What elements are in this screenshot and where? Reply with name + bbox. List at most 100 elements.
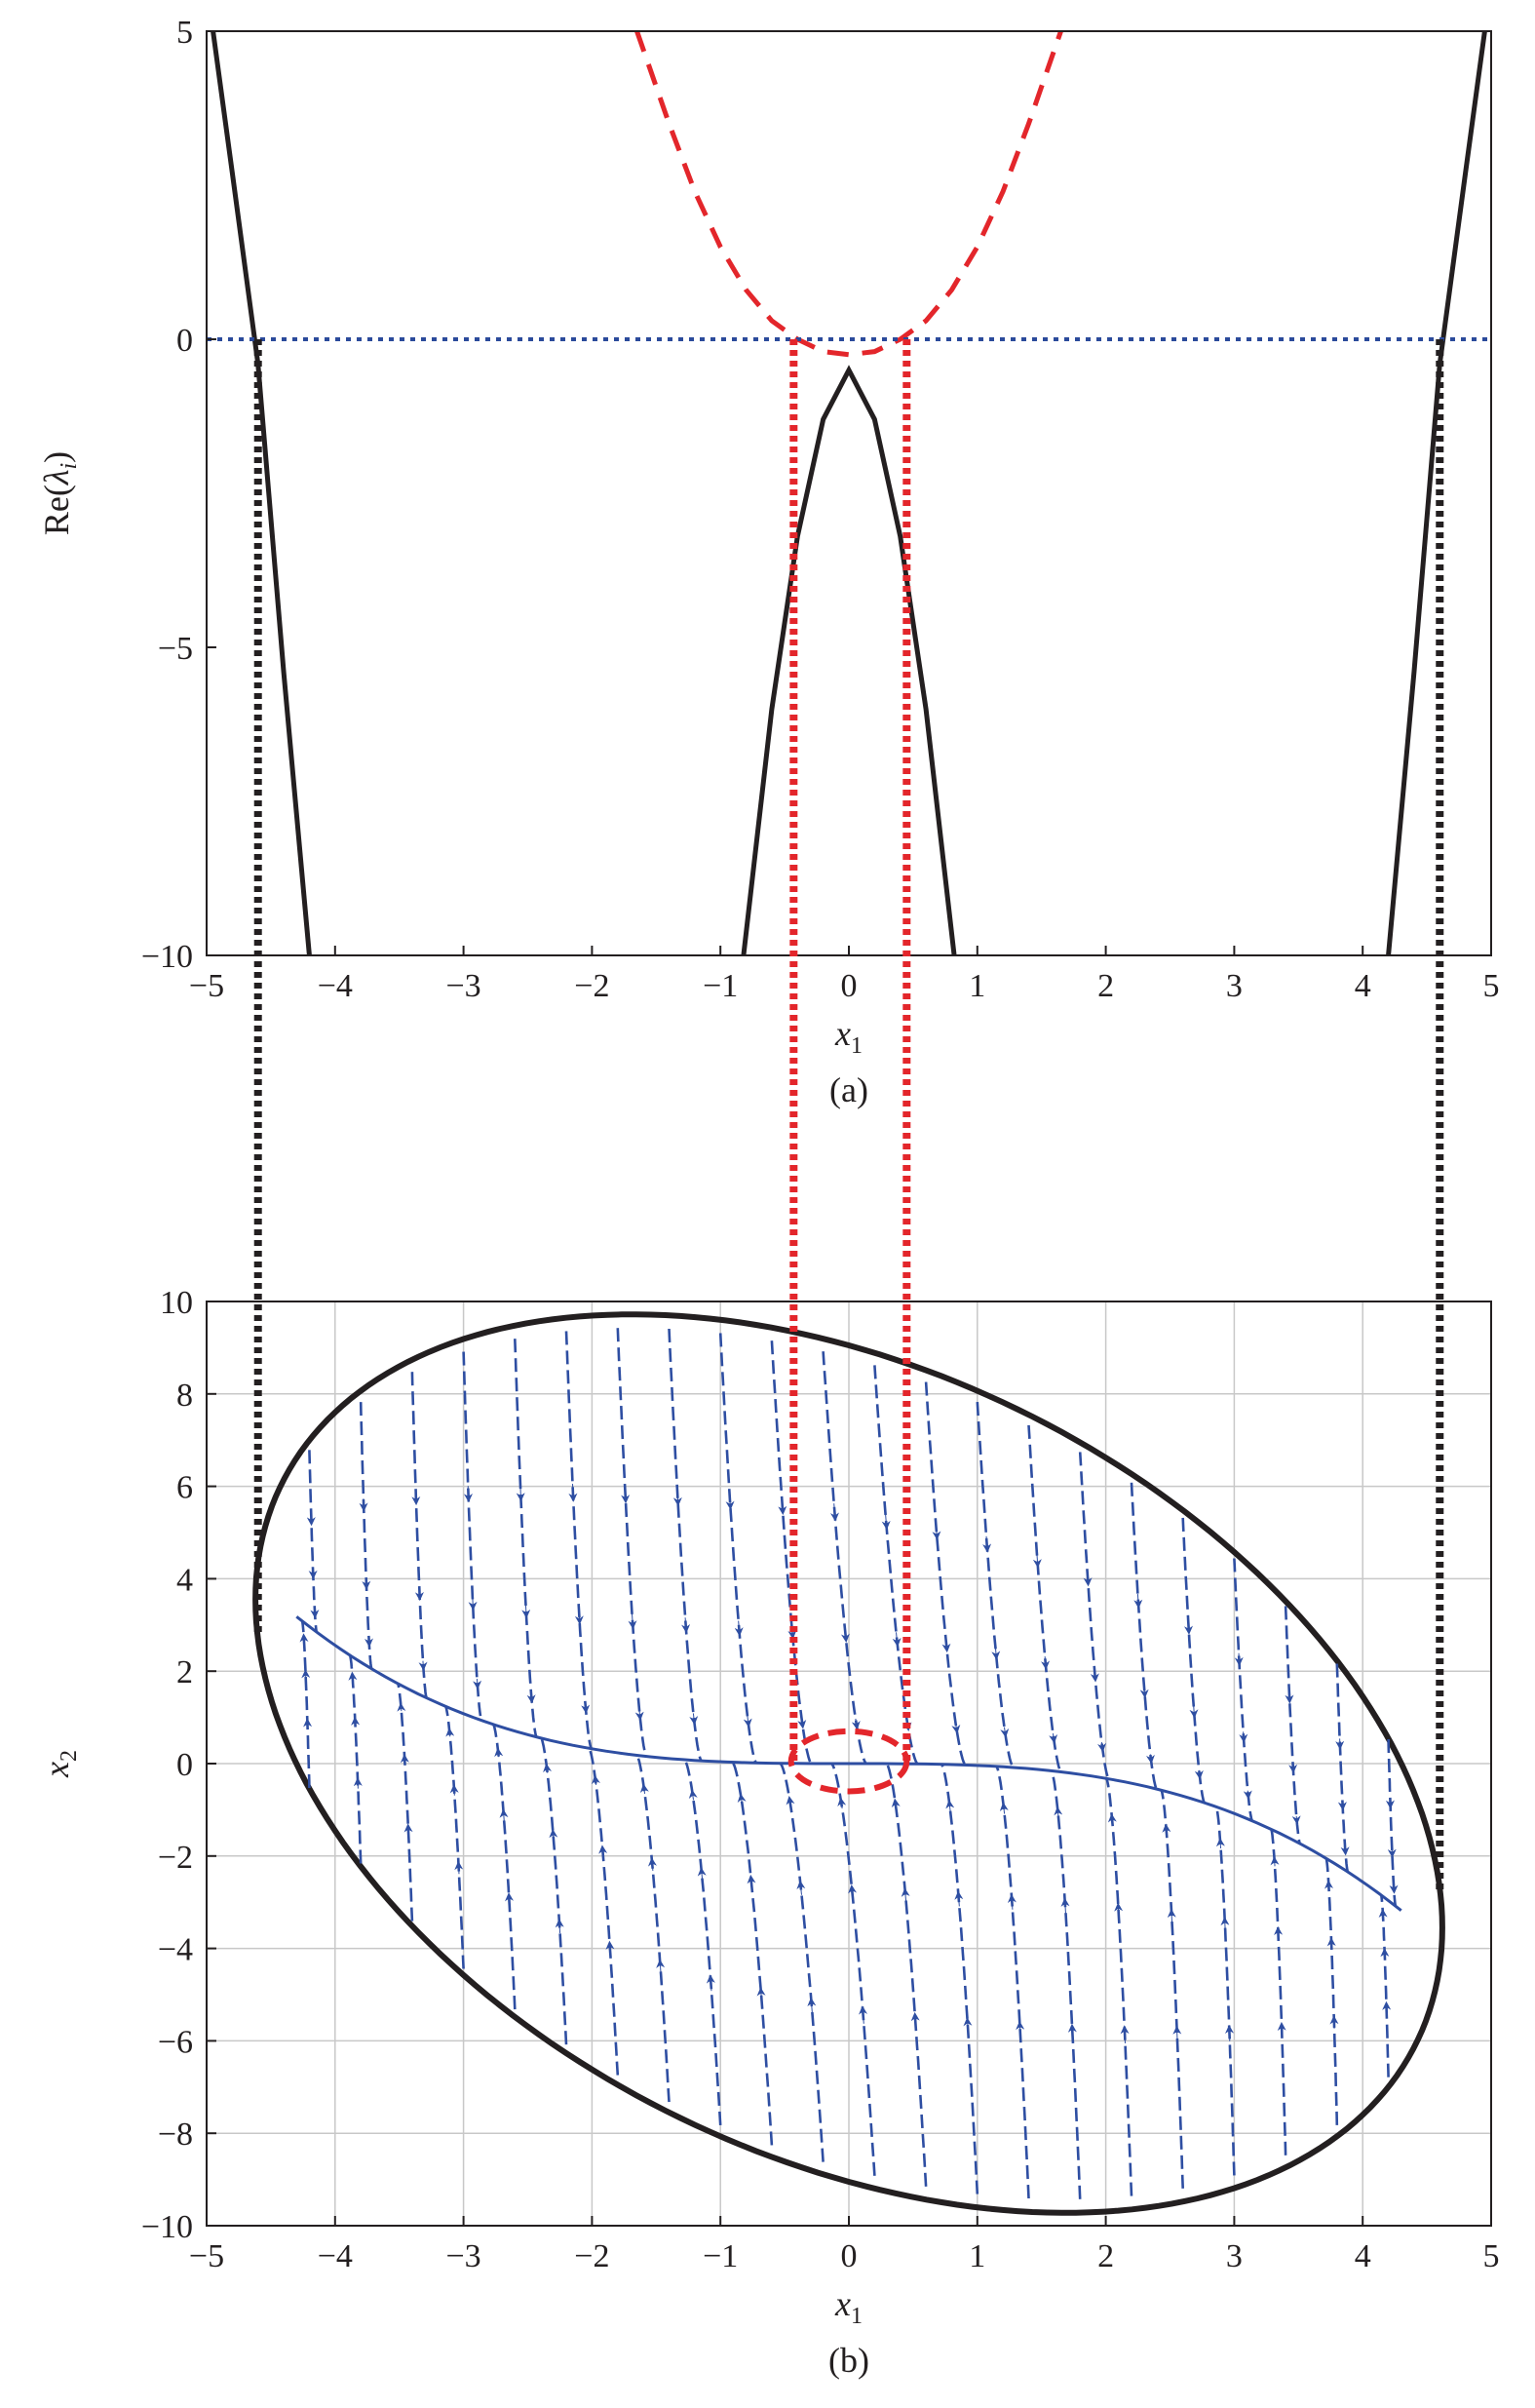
x-tick-label: 5 (1483, 2238, 1500, 2274)
trajectory-arrow (1067, 2023, 1077, 2042)
trajectory-line (1379, 1894, 1390, 2078)
trajectory-line (492, 1724, 517, 2010)
trajectory-arrow (892, 1632, 902, 1648)
trajectory-arrow (786, 1795, 795, 1807)
x-tick-label: −5 (189, 968, 224, 1004)
trajectory-line (1078, 1452, 1110, 1780)
trajectory-arrow (891, 1798, 901, 1810)
trajectory-arrow (581, 1702, 591, 1714)
trajectory-arrow (656, 1959, 666, 1975)
trajectory-arrow (734, 1620, 744, 1637)
trajectory-line (1270, 1829, 1287, 2156)
y-tick-label: −8 (158, 2117, 193, 2153)
trajectory-line (822, 1351, 867, 1765)
panel-a-x-axis-label: x1 (834, 1014, 863, 1059)
trajectory-arrow (621, 1485, 631, 1504)
y-tick-label: 4 (176, 1562, 193, 1598)
x-tick-label: −2 (574, 968, 609, 1004)
trajectory-arrow (881, 1512, 891, 1531)
y-tick-label: −10 (141, 2209, 193, 2245)
y-tick-label: −10 (141, 939, 193, 975)
trajectory-arrow (941, 1638, 951, 1653)
trajectory-arrow (1107, 1813, 1117, 1825)
trajectory-line (1027, 1424, 1062, 1773)
x-tick-label: −5 (189, 2238, 224, 2274)
trajectory-line (1324, 1858, 1339, 2125)
trajectory-arrow (634, 1708, 644, 1721)
x-tick-label: −3 (446, 968, 481, 1004)
x-tick-label: 4 (1355, 968, 1371, 1004)
trajectory-arrow (555, 1919, 564, 1933)
trajectory-arrow (499, 1808, 509, 1821)
trajectory-line (885, 1763, 928, 2187)
trajectory-arrow (737, 1793, 747, 1805)
trajectory-arrow (901, 1887, 910, 1904)
trajectory-arrow (1172, 2025, 1182, 2043)
trajectory-arrow (910, 2011, 920, 2031)
trajectory-line (396, 1683, 414, 1922)
trajectory-arrow (1145, 1754, 1155, 1765)
trajectory-arrow (574, 1609, 584, 1625)
trajectory-arrow (1194, 1769, 1204, 1780)
trajectory-arrow (1000, 1727, 1010, 1738)
trajectory-arrow (991, 1646, 1001, 1660)
trajectory-arrow (688, 1789, 698, 1801)
trajectory-line (1335, 1663, 1350, 1873)
trajectory-arrow (951, 1723, 961, 1734)
trajectory-line (635, 1754, 671, 2103)
trajectory-arrow (568, 1484, 578, 1502)
trajectory-line (830, 1763, 876, 2176)
trajectory-line (731, 1761, 774, 2146)
trajectory-line (1160, 1789, 1184, 2189)
trajectory-arrow (681, 1617, 691, 1634)
x-tick-label: 4 (1355, 2238, 1371, 2274)
trajectory-arrow (1016, 2020, 1025, 2040)
trajectory-arrow (1041, 1655, 1051, 1670)
trajectory-arrow (504, 1892, 514, 1907)
x-tick-label: −1 (703, 2238, 738, 2274)
trajectory-arrow (999, 1802, 1009, 1814)
trajectory-arrow (796, 1880, 806, 1895)
trajectory-arrow (1120, 2025, 1130, 2043)
panel-b-y-axis-label: x2 (37, 1750, 82, 1778)
x-tick-label: −2 (574, 2238, 609, 2274)
x-tick-label: −3 (446, 2238, 481, 2274)
y-tick-label: −4 (158, 1932, 193, 1968)
x-tick-label: −4 (318, 2238, 353, 2274)
trajectory-arrow (543, 1763, 553, 1773)
trajectory-line (779, 1762, 825, 2162)
trajectory-arrow (689, 1713, 699, 1726)
trajectory-line (1284, 1606, 1302, 1845)
trajectory-arrow (797, 1717, 807, 1729)
x-tick-label: 3 (1226, 968, 1243, 1004)
y-tick-label: −5 (158, 631, 193, 667)
trajectory-line (995, 1766, 1030, 2199)
trajectory-arrow (1189, 1706, 1199, 1719)
cross-panel-overlays (253, 339, 1444, 1893)
trajectory-line (443, 1705, 465, 1969)
trajectory-arrow (516, 1484, 525, 1502)
x-tick-label: 5 (1483, 968, 1500, 1004)
trajectory-arrow (1162, 1823, 1171, 1836)
trajectory-arrow (526, 1691, 536, 1704)
trajectory-arrow (697, 1867, 707, 1882)
trajectory-arrow (932, 1523, 941, 1540)
trajectory-line (359, 1402, 373, 1669)
panel-b-caption: (b) (828, 2341, 869, 2380)
trajectory-arrow (840, 1627, 850, 1644)
y-tick-label: −6 (158, 2024, 193, 2060)
trajectory-line (588, 1747, 620, 2076)
trajectory-arrow (1097, 1742, 1107, 1753)
trajectory-line (616, 1328, 648, 1758)
trajectory-arrow (963, 2017, 973, 2037)
trajectory-arrow (639, 1783, 649, 1795)
panel-a-series-solid-1 (741, 365, 957, 955)
panel-a-caption: (a) (829, 1070, 868, 1109)
trajectory-line (410, 1372, 428, 1698)
trajectory-arrow (1007, 1893, 1017, 1910)
trajectory-arrow (672, 1487, 682, 1507)
trajectory-line (668, 1328, 703, 1762)
trajectory-arrow (521, 1603, 531, 1619)
